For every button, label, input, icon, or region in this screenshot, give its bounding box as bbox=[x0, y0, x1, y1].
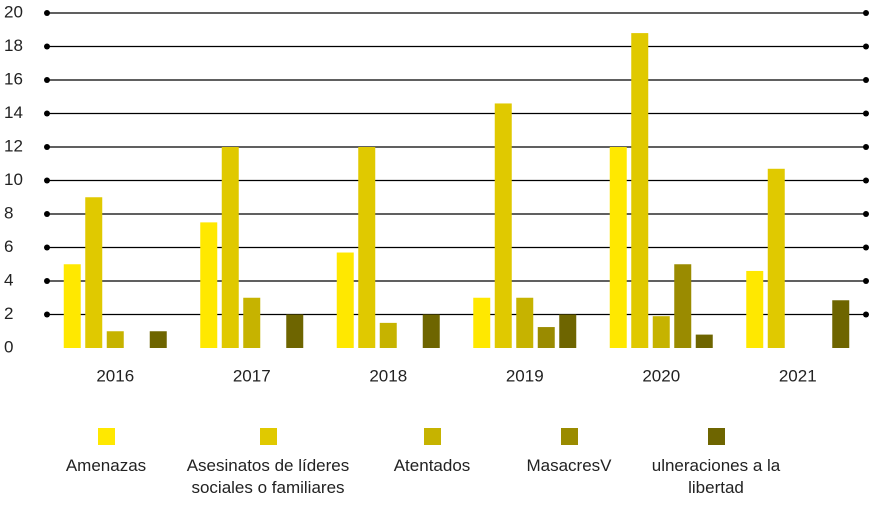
bar bbox=[516, 297, 534, 348]
bar bbox=[243, 297, 261, 348]
grid-dot bbox=[863, 43, 869, 50]
grid-dot bbox=[863, 177, 869, 184]
grid-dot bbox=[44, 278, 50, 284]
y-tick-label: 16 bbox=[4, 69, 23, 88]
bar bbox=[85, 197, 103, 348]
bar bbox=[200, 222, 218, 348]
bar bbox=[559, 314, 577, 348]
bar bbox=[149, 331, 167, 348]
bar bbox=[494, 103, 512, 348]
grid-dot bbox=[44, 110, 50, 117]
y-tick-label: 4 bbox=[4, 270, 13, 289]
grid-dot bbox=[44, 244, 50, 251]
y-tick-label: 8 bbox=[4, 203, 13, 222]
x-tick-label: 2020 bbox=[642, 366, 680, 385]
y-tick-label: 6 bbox=[4, 237, 13, 256]
y-tick-label: 2 bbox=[4, 304, 13, 323]
bar bbox=[832, 300, 850, 348]
bar bbox=[473, 297, 491, 348]
x-tick-label: 2016 bbox=[96, 366, 134, 385]
y-tick-label: 10 bbox=[4, 170, 23, 189]
y-tick-label: 18 bbox=[4, 36, 23, 55]
grid-dot bbox=[863, 211, 869, 217]
x-tick-label: 2021 bbox=[779, 366, 817, 385]
legend-swatch bbox=[98, 428, 115, 445]
grid-dot bbox=[44, 43, 50, 50]
bar bbox=[695, 334, 713, 348]
y-tick-label: 20 bbox=[4, 2, 23, 21]
legend-label: ulneraciones a la libertad bbox=[651, 456, 781, 497]
grid-dot bbox=[44, 177, 50, 184]
grid-dot bbox=[863, 278, 869, 284]
grid-dot bbox=[863, 244, 869, 251]
bar bbox=[652, 316, 670, 348]
bar bbox=[537, 327, 555, 348]
bar bbox=[767, 168, 785, 348]
bar bbox=[674, 264, 692, 348]
bar bbox=[106, 331, 124, 348]
bar bbox=[609, 147, 627, 348]
bar bbox=[379, 322, 397, 348]
grid-dot bbox=[44, 211, 50, 217]
grid-dot bbox=[44, 10, 50, 16]
grid-dot bbox=[863, 144, 869, 150]
bar bbox=[63, 264, 81, 348]
grid-dot bbox=[863, 110, 869, 117]
legend-label: Asesinatos de líderes sociales o familia… bbox=[186, 456, 350, 497]
y-tick-label: 14 bbox=[4, 103, 23, 122]
grid-dot bbox=[44, 77, 50, 83]
bar bbox=[422, 314, 440, 348]
bar bbox=[746, 270, 764, 348]
bar bbox=[221, 147, 239, 348]
grid-dot bbox=[863, 77, 869, 83]
bar bbox=[336, 252, 354, 348]
x-tick-label: 2018 bbox=[369, 366, 407, 385]
y-tick-label: 0 bbox=[4, 337, 13, 356]
legend-swatch bbox=[561, 428, 578, 445]
legend-label: Atentados bbox=[393, 456, 471, 475]
bar bbox=[286, 314, 304, 348]
legend-swatch bbox=[708, 428, 725, 445]
chart: 0 2 4 6 8 10 12 14 16 18 20 2016 2017 2018 2019 2020 202… bbox=[4, 2, 869, 385]
grid-dot bbox=[863, 311, 869, 318]
legend-label: Amenazas bbox=[65, 456, 147, 475]
grid-dot bbox=[44, 144, 50, 150]
legend-swatch bbox=[260, 428, 277, 445]
y-tick-label: 12 bbox=[4, 136, 23, 155]
grid-dot bbox=[44, 311, 50, 318]
bar bbox=[631, 33, 649, 348]
legend-swatch bbox=[424, 428, 441, 445]
bar bbox=[358, 147, 376, 348]
x-tick-label: 2017 bbox=[233, 366, 271, 385]
legend-label: MasacresV bbox=[526, 456, 612, 475]
grid-dot bbox=[863, 10, 869, 16]
x-tick-label: 2019 bbox=[506, 366, 544, 385]
